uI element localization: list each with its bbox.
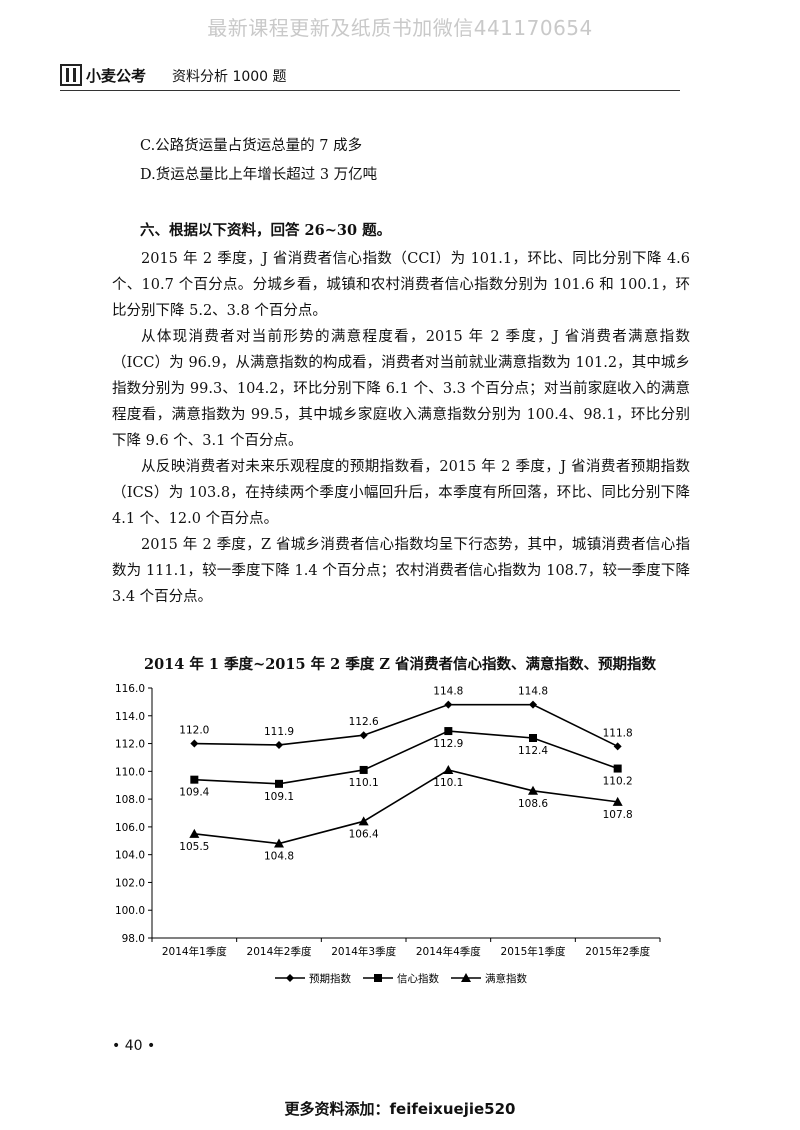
data-point-1 <box>275 740 283 749</box>
legend-label: 满意指数 <box>485 972 527 985</box>
legend-marker <box>461 973 471 982</box>
watermark-text: 最新课程更新及纸质书加微信441170654 <box>207 16 593 40</box>
data-point-3 <box>443 764 454 774</box>
data-point-3 <box>612 796 623 806</box>
x-tick-label: 2014年4季度 <box>416 945 481 958</box>
data-point-1 <box>444 700 453 709</box>
paragraph-2: 从体现消费者对当前形势的满意程度看，2015 年 2 季度，J 省消费者满意指数… <box>112 329 690 449</box>
x-tick-label: 2014年2季度 <box>247 945 312 958</box>
x-tick-label: 2015年1季度 <box>501 945 566 958</box>
data-point-2 <box>613 764 622 773</box>
y-tick-label: 110.0 <box>115 766 145 778</box>
option-d: D.货运总量比上年增长超过 3 万亿吨 <box>140 167 378 183</box>
data-point-3 <box>528 785 538 795</box>
data-label: 106.4 <box>349 828 379 840</box>
book-title: 资料分析 1000 题 <box>172 69 287 85</box>
data-label: 110.1 <box>433 777 463 789</box>
legend-label: 预期指数 <box>309 972 351 985</box>
x-tick-label: 2015年2季度 <box>585 945 650 958</box>
data-point-2 <box>529 734 537 742</box>
data-point-1 <box>529 700 537 709</box>
data-label: 110.2 <box>603 776 633 788</box>
data-label: 108.6 <box>518 798 548 810</box>
material-text: 2015 年 2 季度，J 省消费者信心指数（CCI）为 101.1，环比、同比… <box>112 246 690 610</box>
data-label: 110.1 <box>349 777 379 789</box>
paragraph-1: 2015 年 2 季度，J 省消费者信心指数（CCI）为 101.1，环比、同比… <box>112 251 690 319</box>
data-point-3 <box>189 828 200 838</box>
data-point-1 <box>359 731 368 740</box>
data-label: 105.5 <box>179 841 209 853</box>
legend-label: 信心指数 <box>397 972 439 985</box>
section-title: 六、根据以下资料，回答 26~30 题。 <box>140 222 392 239</box>
y-tick-label: 116.0 <box>115 683 145 695</box>
data-label: 109.1 <box>264 791 294 803</box>
y-tick-label: 102.0 <box>115 877 145 889</box>
paragraph-4: 2015 年 2 季度，Z 省城乡消费者信心指数均呈下行态势，其中，城镇消费者信… <box>112 537 690 605</box>
data-label: 111.9 <box>264 726 294 738</box>
y-tick-label: 104.0 <box>115 850 145 862</box>
data-label: 112.4 <box>518 745 548 757</box>
footer-text: 更多资料添加：feifeixuejie520 <box>284 1100 516 1118</box>
logo-icon <box>60 64 82 86</box>
data-label: 114.8 <box>433 686 463 698</box>
page-header: 小麦公考 资料分析 1000 题 <box>60 62 680 91</box>
y-tick-label: 114.0 <box>115 711 145 723</box>
page-number: • 40 • <box>112 1038 156 1054</box>
x-tick-label: 2014年1季度 <box>162 945 227 958</box>
data-point-2 <box>190 775 199 784</box>
series-line-1 <box>194 703 619 748</box>
series-line-3 <box>194 769 618 845</box>
x-tick-label: 2014年3季度 <box>331 945 396 958</box>
legend-marker <box>374 974 382 982</box>
data-label: 104.8 <box>264 851 294 863</box>
paragraph-3: 从反映消费者对未来乐观程度的预期指数看，2015 年 2 季度，J 省消费者预期… <box>112 459 690 527</box>
chart-title: 2014 年 1 季度~2015 年 2 季度 Z 省消费者信心指数、满意指数、… <box>143 656 656 673</box>
data-point-1 <box>190 739 199 748</box>
data-label: 112.9 <box>433 738 463 750</box>
data-point-2 <box>359 765 368 774</box>
option-c: C.公路货运量占货运总量的 7 成多 <box>140 138 363 154</box>
data-point-1 <box>613 742 622 751</box>
data-label: 114.8 <box>518 686 548 698</box>
data-label: 107.8 <box>603 809 633 821</box>
data-label: 112.6 <box>349 716 379 728</box>
data-label: 111.8 <box>603 727 633 739</box>
series-line-2 <box>194 730 618 785</box>
y-tick-label: 108.0 <box>115 794 145 806</box>
data-point-2 <box>275 779 283 788</box>
legend-marker <box>286 974 294 982</box>
logo-text: 小麦公考 <box>86 66 147 85</box>
data-point-3 <box>274 838 284 848</box>
data-point-2 <box>444 727 453 736</box>
data-label: 112.0 <box>179 725 209 737</box>
data-point-3 <box>358 816 369 826</box>
data-label: 109.4 <box>179 787 209 799</box>
y-tick-label: 100.0 <box>115 905 145 917</box>
y-tick-label: 106.0 <box>115 822 145 834</box>
y-tick-label: 112.0 <box>115 739 145 751</box>
y-tick-label: 98.0 <box>122 933 145 945</box>
line-chart: 98.0 100.0 102.0 104.0 106.0 108.0 110.0 112.0 1… <box>115 683 661 985</box>
publisher-logo: 小麦公考 <box>60 62 146 88</box>
